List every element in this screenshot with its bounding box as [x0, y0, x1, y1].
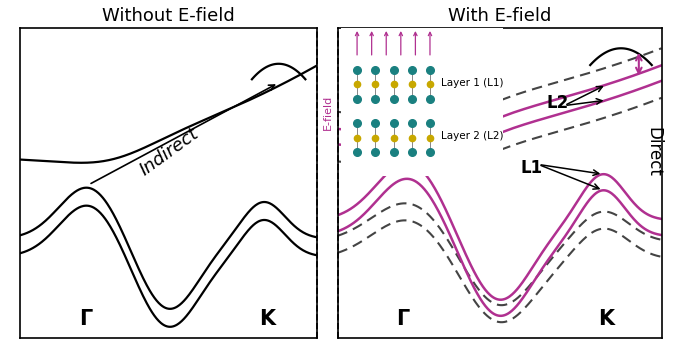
- Text: K: K: [598, 309, 614, 329]
- Text: Indirect: Indirect: [136, 125, 202, 180]
- Text: Γ: Γ: [396, 309, 409, 329]
- Text: Layer 1 (L1): Layer 1 (L1): [441, 78, 504, 88]
- Text: L1: L1: [521, 158, 543, 177]
- Text: Direct: Direct: [645, 127, 662, 177]
- Text: Layer 2 (L2): Layer 2 (L2): [441, 131, 504, 141]
- Text: E-field: E-field: [323, 95, 332, 130]
- Title: Without E-field: Without E-field: [103, 7, 235, 25]
- Title: With E-field: With E-field: [448, 7, 551, 25]
- Text: L2: L2: [547, 94, 569, 112]
- Text: Γ: Γ: [79, 309, 92, 329]
- Text: K: K: [259, 309, 275, 329]
